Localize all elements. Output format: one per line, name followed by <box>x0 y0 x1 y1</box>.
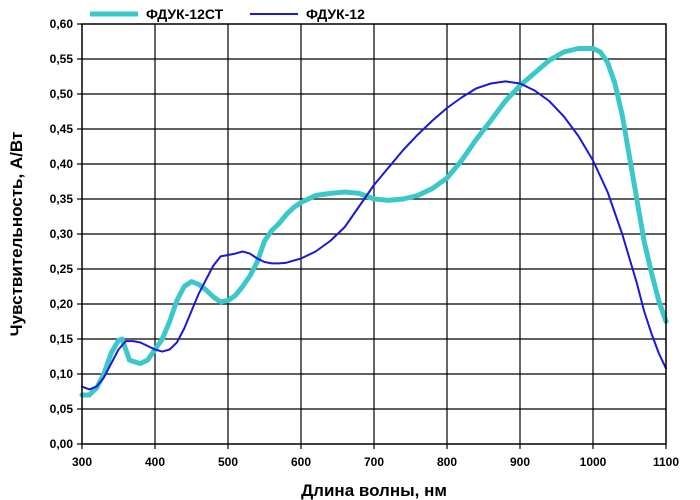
x-tick-label: 300 <box>72 455 92 469</box>
y-tick-label: 0,50 <box>50 87 74 101</box>
y-tick-label: 0,45 <box>50 122 74 136</box>
y-axis-title: Чувствительность, А/Вт <box>7 132 26 337</box>
y-tick-label: 0,10 <box>50 367 74 381</box>
axis-ticks: 300 400 500 600 700 800 900 1000 1100 0,00 0,05 0,1… <box>50 17 680 469</box>
y-tick-label: 0,55 <box>50 52 74 66</box>
x-tick-label: 900 <box>510 455 530 469</box>
x-tick-label: 500 <box>218 455 238 469</box>
y-tick-label: 0,00 <box>50 437 74 451</box>
series-line-1 <box>79 46 669 398</box>
series-lines <box>79 46 669 398</box>
x-tick-label: 1000 <box>580 455 607 469</box>
y-tick-label: 0,05 <box>50 402 74 416</box>
x-tick-label: 400 <box>145 455 165 469</box>
legend: ФДУК-12СТ ФДУК-12 <box>90 6 365 22</box>
x-tick-label: 800 <box>437 455 457 469</box>
x-tick-label: 1100 <box>653 455 679 469</box>
y-tick-label: 0,30 <box>50 227 74 241</box>
legend-label: ФДУК-12 <box>306 6 365 22</box>
y-tick-label: 0,15 <box>50 332 74 346</box>
y-tick-label: 0,25 <box>50 262 74 276</box>
y-tick-label: 0,35 <box>50 192 74 206</box>
x-axis-title: Длина волны, нм <box>301 481 447 500</box>
grid-lines <box>82 24 666 444</box>
x-tick-label: 700 <box>364 455 384 469</box>
legend-label: ФДУК-12СТ <box>146 6 224 22</box>
y-tick-label: 0,20 <box>50 297 74 311</box>
series-line-2 <box>81 80 667 391</box>
y-tick-label: 0,40 <box>50 157 74 171</box>
y-tick-label: 0,60 <box>50 17 74 31</box>
x-tick-label: 600 <box>291 455 311 469</box>
